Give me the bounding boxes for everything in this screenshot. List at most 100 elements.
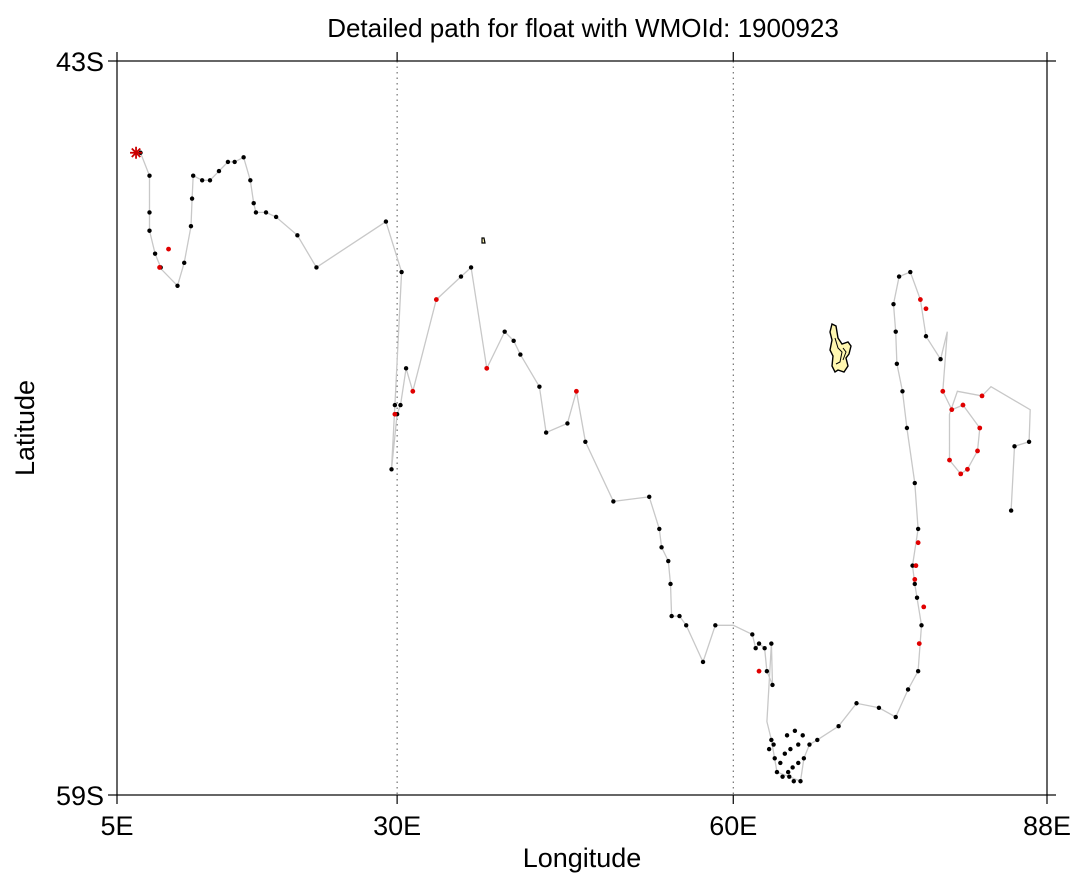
profile-point — [392, 402, 398, 408]
profile-point — [537, 384, 542, 389]
profile-point — [713, 623, 718, 628]
profile-point — [762, 646, 767, 651]
profile-point — [769, 737, 774, 743]
highlighted-profile-point — [484, 365, 490, 371]
profile-point — [216, 168, 222, 174]
highlighted-profile-point — [965, 466, 970, 472]
profile-point — [468, 265, 474, 270]
profile-point — [891, 301, 896, 307]
profile-point — [766, 746, 772, 752]
profile-point — [1026, 439, 1032, 444]
profile-point — [182, 260, 187, 266]
profile-point — [787, 774, 792, 779]
profile-point — [905, 687, 911, 692]
profile-point — [583, 439, 588, 444]
profile-point — [753, 646, 758, 651]
highlighted-profile-point — [958, 471, 964, 477]
highlighted-profile-point — [949, 407, 955, 413]
x-tick-label-60: 60E — [709, 811, 757, 841]
profile-point — [788, 746, 793, 752]
profile-point — [399, 269, 404, 275]
start-asterisk-marker — [130, 146, 143, 159]
profile-point — [915, 526, 921, 532]
profile-point — [893, 714, 898, 720]
profile-point — [815, 737, 820, 743]
profile-point — [769, 641, 774, 646]
highlighted-profile-point — [410, 388, 416, 394]
profile-point — [669, 613, 674, 619]
highlighted-profile-point — [960, 402, 966, 408]
profile-point — [801, 756, 807, 761]
profile-point — [152, 251, 158, 256]
profile-point — [403, 366, 409, 371]
profile-point — [543, 430, 549, 435]
float-track-line — [136, 152, 1031, 783]
x-tick-label-30: 30E — [373, 811, 421, 841]
profile-point — [771, 742, 776, 747]
highlighted-profile-points — [157, 246, 985, 674]
profile-point — [893, 329, 898, 334]
profile-point — [147, 210, 152, 215]
profile-point — [796, 760, 801, 766]
profile-point — [915, 668, 921, 674]
highlighted-profile-point — [433, 297, 439, 302]
highlighted-profile-point — [166, 246, 171, 252]
profile-point — [295, 233, 300, 238]
highlighted-profile-point — [392, 411, 398, 417]
profile-point — [750, 632, 755, 637]
profile-point — [666, 558, 671, 564]
profile-point — [189, 196, 195, 201]
profile-point — [565, 421, 570, 426]
profile-point — [458, 274, 464, 279]
profile-point — [790, 765, 795, 770]
axis-ticks: 5E 30E 60E 88E 43S 59S — [56, 47, 1071, 841]
profile-point — [894, 361, 900, 366]
profile-point — [896, 274, 902, 279]
profile-point — [798, 779, 803, 784]
profile-point — [778, 760, 783, 766]
highlighted-profile-point — [916, 641, 922, 647]
profile-point — [764, 668, 770, 674]
profile-point — [923, 334, 929, 339]
profile-point — [263, 210, 269, 215]
highlighted-profile-point — [975, 448, 980, 454]
profile-point — [912, 581, 917, 587]
profile-point — [251, 201, 256, 206]
profile-point — [836, 723, 841, 729]
highlighted-profile-point — [921, 604, 927, 610]
profile-point — [175, 283, 180, 288]
highlighted-profile-point — [913, 563, 919, 569]
highlighted-profile-point — [756, 668, 762, 674]
highlighted-profile-point — [912, 576, 918, 582]
profile-point — [518, 352, 523, 357]
small-island — [481, 237, 486, 244]
profile-point — [188, 223, 194, 229]
profile-point — [807, 742, 812, 747]
profile-point — [904, 425, 910, 431]
profile-point — [772, 756, 777, 761]
highlighted-profile-point — [157, 265, 162, 270]
island-land-mass — [829, 322, 852, 374]
y-tick-label--43: 43S — [56, 47, 104, 77]
profile-point — [774, 769, 780, 775]
plot-frame — [116, 60, 1048, 796]
profile-point — [147, 228, 152, 233]
profile-point — [398, 402, 403, 408]
profile-point — [791, 779, 796, 784]
x-axis-label: Longitude — [523, 843, 642, 873]
highlighted-profile-point — [917, 297, 923, 302]
longitude-gridlines — [396, 61, 734, 795]
profile-point — [248, 178, 253, 183]
highlighted-profile-point — [915, 540, 921, 546]
profile-point — [919, 623, 924, 628]
profile-point — [225, 159, 231, 165]
highlighted-profile-point — [940, 388, 946, 394]
profile-point — [900, 389, 905, 394]
profile-point — [912, 480, 917, 486]
profile-point — [190, 173, 196, 178]
profile-point — [684, 623, 689, 628]
highlighted-profile-point — [923, 306, 929, 312]
profile-point — [611, 499, 616, 504]
profile-point — [241, 155, 246, 160]
highlighted-profile-point — [979, 393, 985, 399]
